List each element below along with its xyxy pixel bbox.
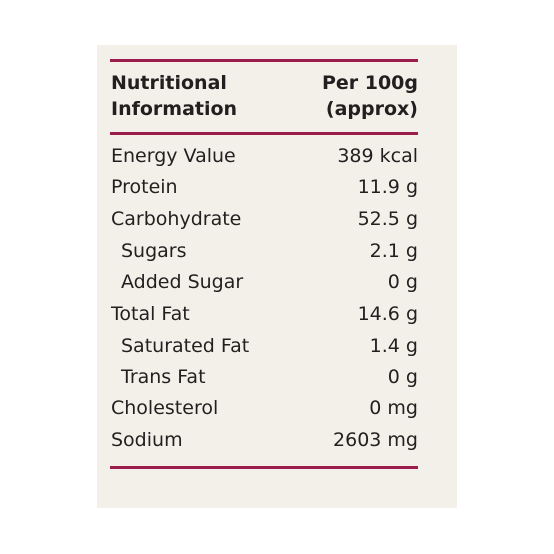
- row-value: 0 mg: [369, 397, 418, 419]
- top-rule: [110, 59, 418, 62]
- header-left: Nutritional: [111, 72, 227, 94]
- row-label: Sodium: [111, 429, 183, 451]
- header-right: (approx): [325, 98, 418, 120]
- row-value: 1.4 g: [369, 335, 418, 357]
- row-label: Protein: [111, 176, 178, 198]
- row-label: Total Fat: [111, 303, 190, 325]
- row-label: Cholesterol: [111, 397, 219, 419]
- row-label: Carbohydrate: [111, 208, 242, 230]
- row-label: Added Sugar: [121, 271, 244, 293]
- row-label: Sugars: [121, 240, 187, 262]
- row-value: 389 kcal: [337, 145, 418, 167]
- header-rule: [110, 132, 418, 135]
- row-label: Energy Value: [111, 145, 236, 167]
- bottom-rule: [110, 466, 418, 469]
- row-value: 11.9 g: [357, 176, 418, 198]
- row-value: 0 g: [387, 271, 418, 293]
- row-value: 52.5 g: [357, 208, 418, 230]
- row-value: 2.1 g: [369, 240, 418, 262]
- nutrition-panel: Nutritional Information Per 100g (approx…: [97, 45, 457, 508]
- row-label: Trans Fat: [121, 366, 206, 388]
- row-label: Saturated Fat: [121, 335, 250, 357]
- header-left: Information: [111, 98, 238, 120]
- header-right: Per 100g: [321, 72, 418, 94]
- row-value: 2603 mg: [333, 429, 418, 451]
- row-value: 14.6 g: [357, 303, 418, 325]
- row-value: 0 g: [387, 366, 418, 388]
